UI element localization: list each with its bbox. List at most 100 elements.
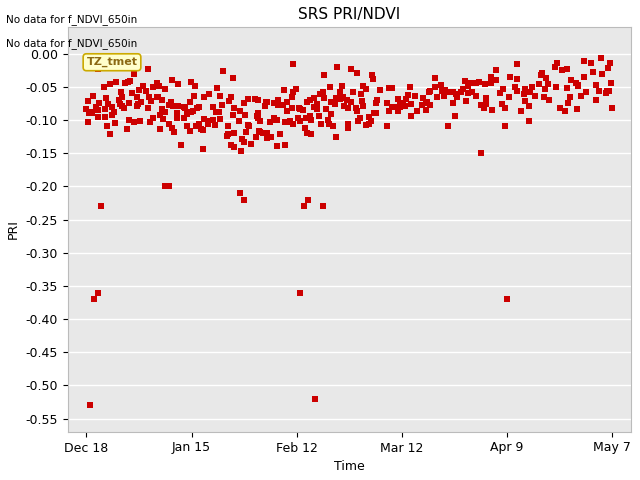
Point [563, 99, 573, 107]
Point [129, 118, 139, 125]
Point [524, 118, 534, 125]
Point [422, 98, 432, 106]
Point [467, 89, 477, 96]
Point [432, 93, 442, 100]
Point [319, 95, 329, 102]
Point [421, 106, 431, 114]
Point [456, 89, 466, 96]
Point [306, 130, 316, 138]
Point [93, 288, 103, 296]
Point [358, 83, 369, 90]
Point [372, 96, 382, 104]
Point [476, 101, 486, 109]
Point [109, 108, 119, 115]
Point [114, 96, 124, 104]
Point [132, 103, 142, 110]
Point [172, 114, 182, 122]
Point [111, 79, 122, 86]
Point [357, 103, 367, 110]
Point [169, 128, 179, 135]
Point [342, 124, 353, 132]
Point [84, 109, 94, 117]
Point [87, 109, 97, 117]
Point [382, 122, 392, 130]
Point [343, 120, 353, 128]
Point [371, 99, 381, 107]
Point [109, 119, 120, 127]
Point [152, 93, 163, 100]
Point [243, 121, 253, 129]
Point [200, 93, 210, 101]
Point [332, 133, 342, 141]
Point [447, 99, 458, 107]
Point [580, 88, 591, 96]
Text: TZ_tmet: TZ_tmet [86, 57, 138, 67]
Point [288, 60, 298, 68]
Point [214, 115, 225, 123]
Point [157, 106, 167, 113]
Point [145, 97, 156, 105]
Point [273, 96, 284, 104]
Point [89, 295, 99, 303]
Point [293, 114, 303, 121]
Point [566, 76, 577, 84]
Point [100, 106, 110, 113]
Point [217, 101, 227, 108]
Point [474, 78, 484, 86]
Point [406, 112, 416, 120]
Point [498, 85, 508, 93]
Point [86, 108, 97, 116]
Point [596, 54, 606, 61]
Point [495, 90, 505, 97]
Point [298, 107, 308, 114]
Point [516, 108, 526, 115]
Point [321, 105, 331, 113]
Point [552, 60, 562, 67]
Point [316, 120, 326, 128]
Point [387, 104, 397, 111]
Point [253, 127, 264, 134]
Point [81, 105, 92, 113]
Point [287, 93, 297, 100]
Point [419, 94, 429, 102]
Point [104, 130, 115, 137]
Point [511, 87, 522, 95]
Point [318, 88, 328, 96]
Point [295, 117, 305, 124]
Point [332, 63, 342, 71]
Point [93, 106, 103, 113]
Point [337, 94, 348, 102]
Point [605, 59, 615, 67]
Text: No data for f_NDVI_650in: No data for f_NDVI_650in [6, 38, 138, 49]
Point [94, 99, 104, 107]
Point [285, 118, 295, 125]
Y-axis label: PRI: PRI [7, 219, 20, 240]
Point [129, 71, 140, 78]
Point [382, 99, 392, 107]
Point [253, 114, 263, 122]
Point [403, 91, 413, 99]
Point [450, 112, 460, 120]
Point [534, 80, 544, 87]
Point [565, 93, 575, 101]
Point [287, 104, 297, 112]
Point [420, 99, 431, 107]
Point [551, 83, 561, 91]
Point [352, 107, 362, 114]
Point [467, 79, 477, 86]
Point [288, 88, 298, 96]
Point [214, 108, 225, 116]
Point [198, 145, 209, 153]
Point [123, 78, 133, 86]
Point [366, 117, 376, 124]
Point [241, 129, 252, 136]
Point [480, 80, 490, 88]
Point [271, 117, 282, 124]
Point [519, 90, 529, 98]
Point [148, 114, 158, 122]
Point [588, 68, 598, 76]
Point [102, 122, 112, 130]
Point [194, 120, 204, 128]
Point [481, 95, 491, 102]
Point [543, 81, 554, 88]
